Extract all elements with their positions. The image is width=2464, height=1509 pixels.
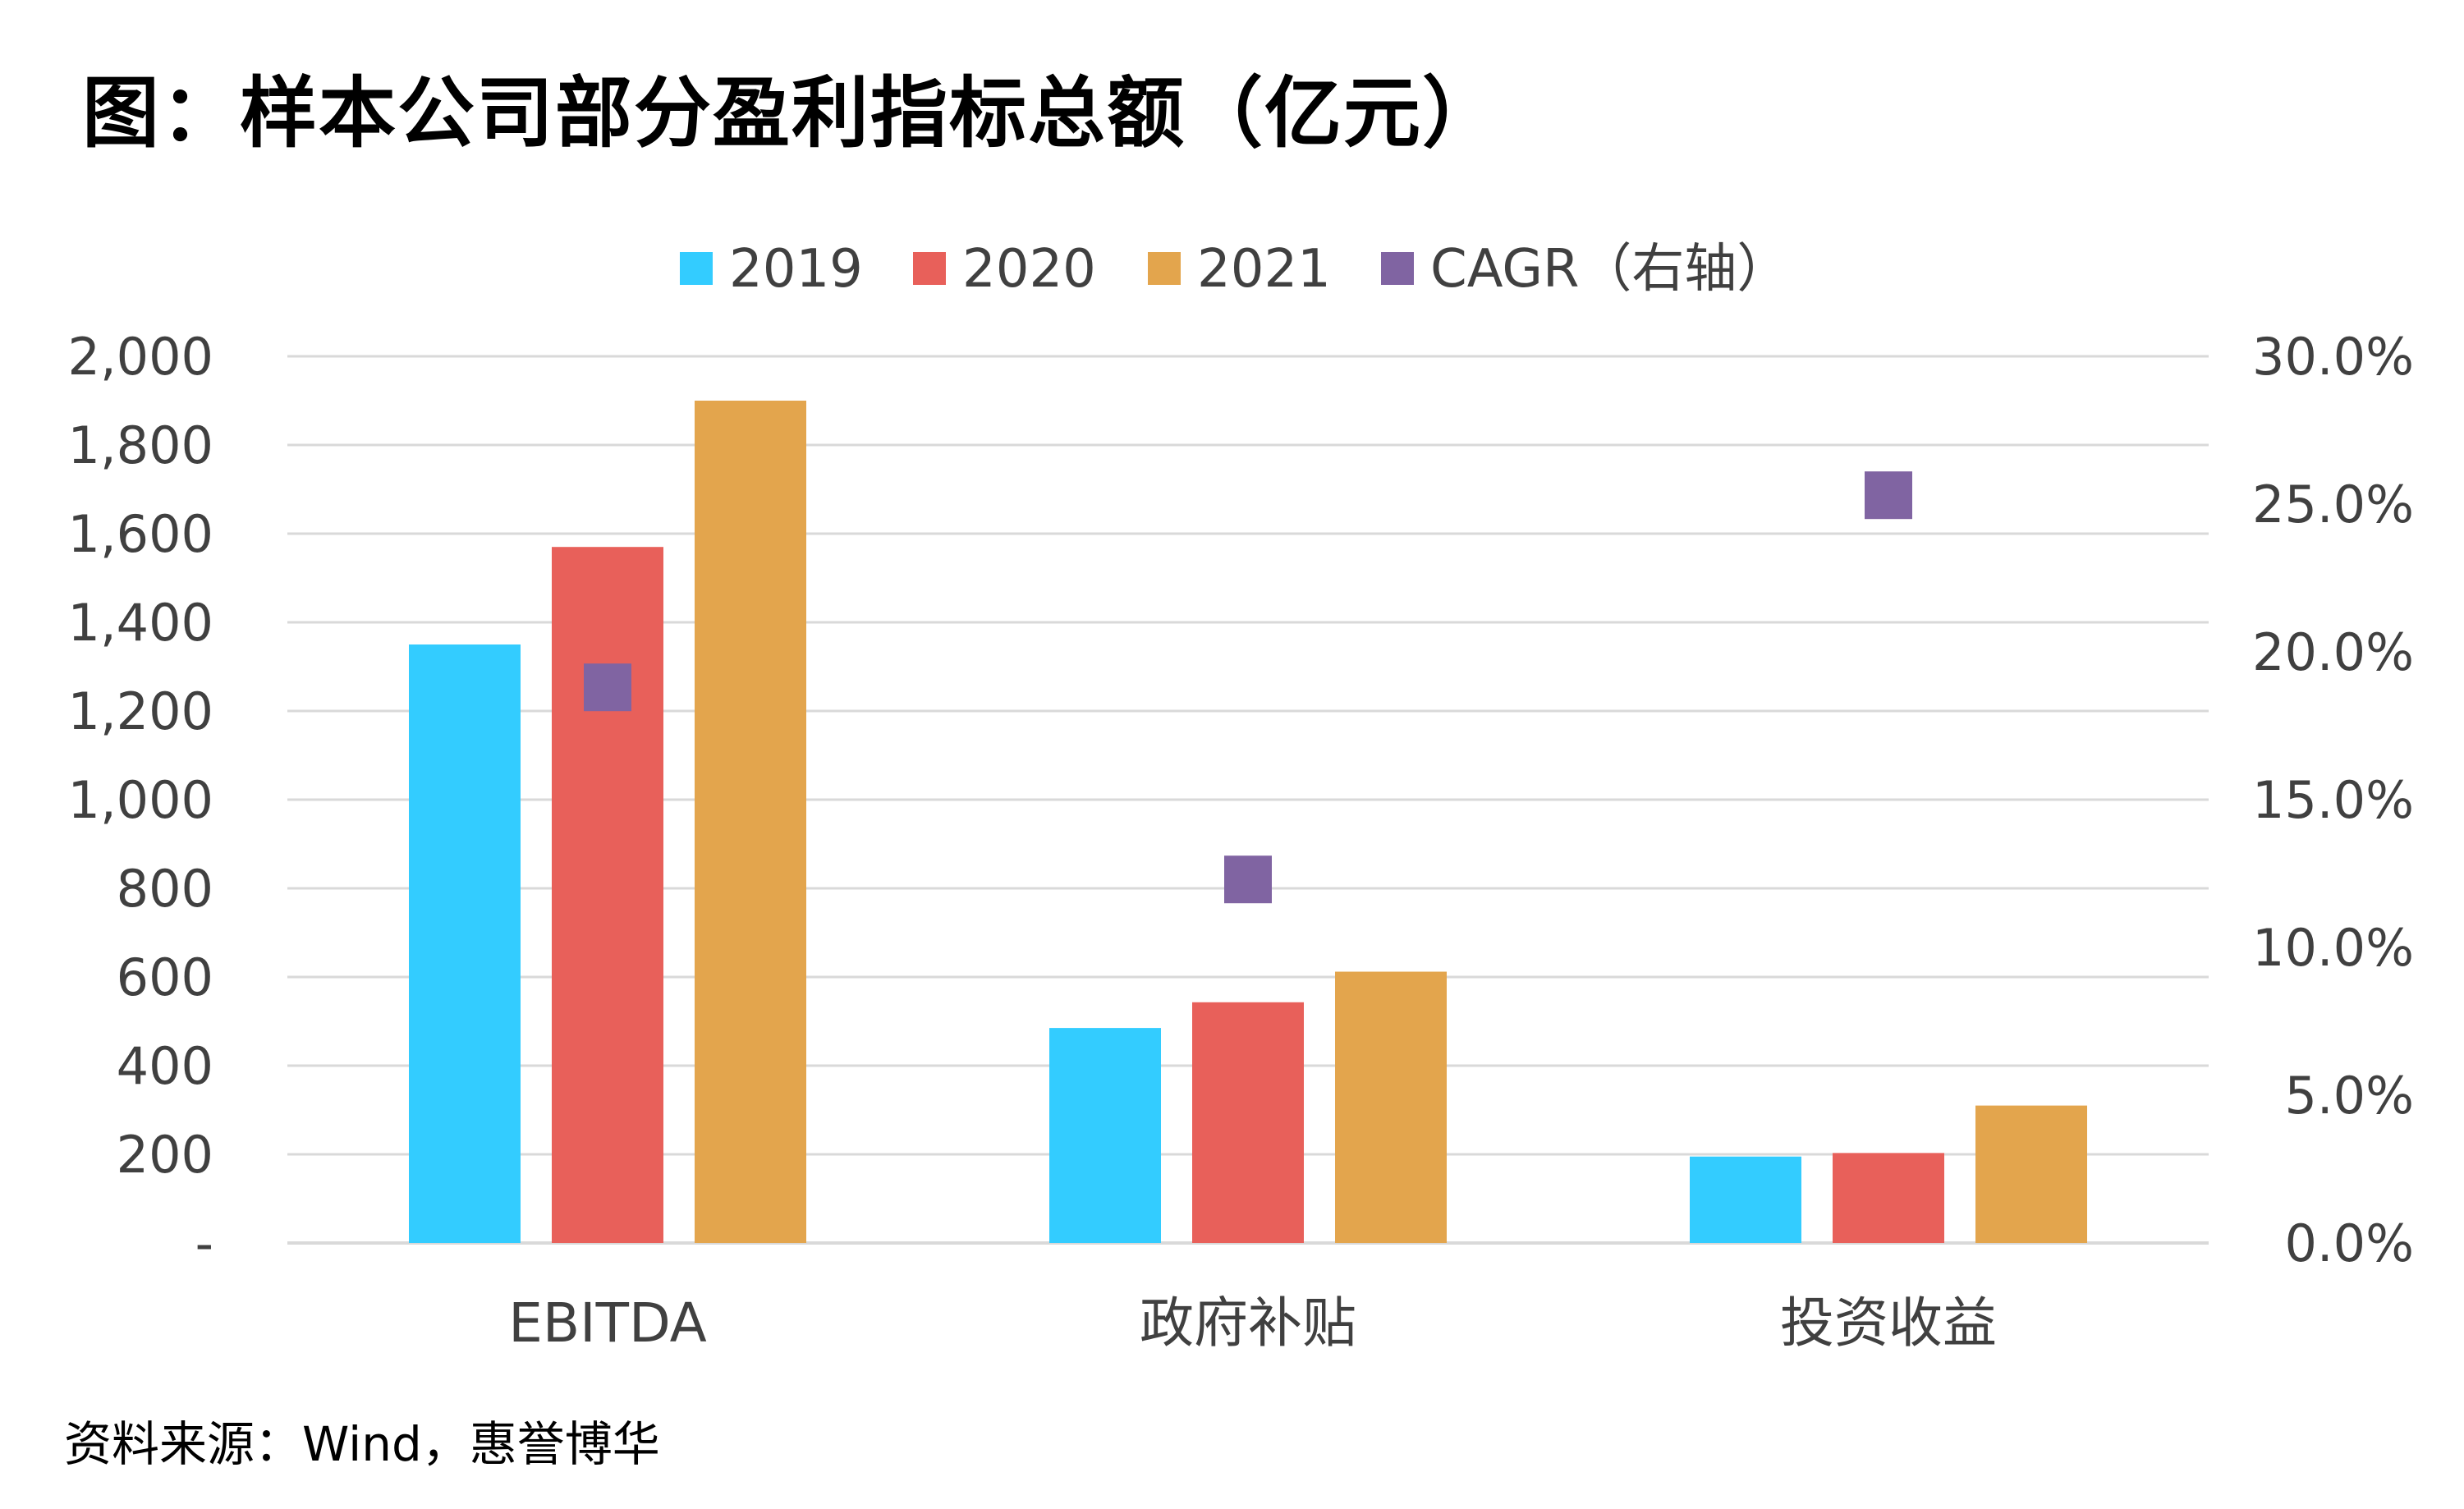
y-tick-label: 400	[117, 1036, 213, 1096]
category-label: EBITDA	[508, 1291, 707, 1355]
right-axis-ticks: 0.0% 5.0% 10.0% 15.0% 20.0% 25.0% 30.0%	[2252, 327, 2414, 1273]
y2-tick-label: 15.0%	[2252, 770, 2414, 830]
y-tick-label: -	[195, 1213, 213, 1273]
y2-tick-label: 5.0%	[2284, 1066, 2414, 1126]
y-tick-label: 1,400	[68, 593, 214, 653]
bar-2020-1	[1192, 1002, 1304, 1243]
cagr-markers	[584, 471, 1912, 904]
bar-2019-1	[1049, 1028, 1161, 1243]
bar-2021-2	[1975, 1105, 2087, 1243]
bar-2019-0	[409, 644, 521, 1243]
legend-label: 2021	[1197, 239, 1331, 300]
legend-swatch	[680, 252, 713, 285]
bar-2021-1	[1335, 971, 1447, 1243]
legend-swatch	[1381, 252, 1414, 285]
left-axis-ticks: - 200 400 600 800 1,000 1,200 1,400 1,600 1,800 2,…	[68, 327, 214, 1273]
bar-2021-0	[695, 401, 806, 1243]
category-labels: EBITDA 政府补贴 投资收益	[508, 1291, 1997, 1355]
legend-label: 2019	[729, 239, 863, 300]
legend: 2019 2020 2021 CAGR（右轴）	[680, 239, 1789, 300]
y2-tick-label: 0.0%	[2284, 1213, 2414, 1273]
bar-2020-0	[552, 547, 663, 1243]
legend-label: 2020	[962, 239, 1096, 300]
y-tick-label: 1,200	[68, 681, 214, 741]
legend-swatch	[1148, 252, 1181, 285]
cagr-marker	[1865, 471, 1912, 520]
legend-label: CAGR（右轴）	[1430, 239, 1789, 300]
category-label: 政府补贴	[1140, 1291, 1356, 1355]
y2-tick-label: 20.0%	[2252, 622, 2414, 682]
y-tick-label: 600	[117, 947, 213, 1007]
y-tick-label: 1,000	[68, 770, 214, 830]
y2-tick-label: 25.0%	[2252, 475, 2414, 534]
category-label: 投资收益	[1780, 1291, 1997, 1355]
cagr-marker	[584, 663, 631, 712]
bar-2019-2	[1690, 1156, 1801, 1243]
source-note: 资料来源：Wind，惠誉博华	[64, 1416, 660, 1472]
legend-swatch	[913, 252, 946, 285]
y-tick-label: 2,000	[68, 327, 214, 387]
chart-title: 图：样本公司部分盈利指标总额（亿元）	[82, 69, 1502, 158]
y2-tick-label: 30.0%	[2252, 327, 2414, 387]
y2-tick-label: 10.0%	[2252, 918, 2414, 978]
y-tick-label: 800	[117, 859, 213, 919]
bar-2020-2	[1833, 1153, 1944, 1243]
y-tick-label: 200	[117, 1125, 213, 1185]
y-tick-label: 1,600	[68, 504, 214, 564]
y-tick-label: 1,800	[68, 415, 214, 475]
bars	[409, 401, 2087, 1243]
cagr-marker	[1224, 855, 1272, 904]
